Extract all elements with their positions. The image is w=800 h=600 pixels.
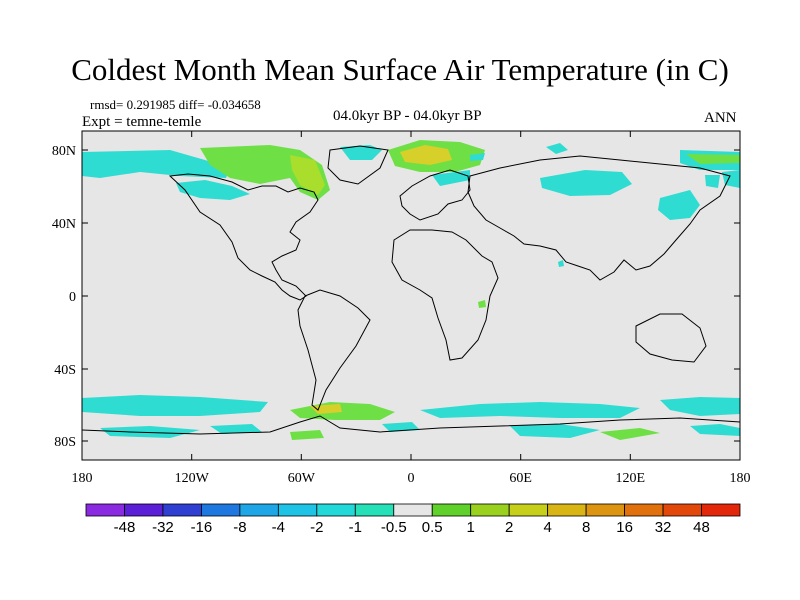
coast-greenland bbox=[327, 145, 389, 185]
colorbar-swatch bbox=[547, 503, 587, 517]
colorbar: -48 -32 -16 -8 -4 -2 -1 -0.5 0.5 1 2 4 8 16 32 48 bbox=[85, 503, 741, 536]
lat-tick-label: 80N bbox=[52, 144, 76, 159]
patch-india-small bbox=[558, 260, 564, 267]
patch-asia-small bbox=[705, 175, 720, 188]
colorbar-swatch bbox=[662, 503, 702, 517]
lon-tick-label: 180 bbox=[730, 471, 751, 486]
colorbar-swatch bbox=[162, 503, 202, 517]
lat-tick-label: 80S bbox=[54, 435, 76, 450]
colorbar-label: -48 bbox=[114, 519, 136, 536]
colorbar-label: -32 bbox=[152, 519, 174, 536]
lon-tick-label: 60W bbox=[288, 471, 316, 486]
colorbar-label: 48 bbox=[693, 519, 710, 536]
colorbar-swatch bbox=[201, 503, 241, 517]
coastlines bbox=[81, 145, 741, 435]
experiment-label: Expt = temne-temle bbox=[82, 114, 202, 130]
patch-arctic-west bbox=[82, 150, 230, 178]
axis-labels: 80N 40N 0 40S 80S 180 120W 60W 0 60E 120E 180 bbox=[52, 144, 751, 486]
colorbar-label: 1 bbox=[467, 519, 475, 536]
colorbar-swatch bbox=[124, 503, 164, 517]
coast-antarctica bbox=[81, 415, 741, 435]
lat-tick-label: 0 bbox=[69, 290, 76, 305]
colorbar-swatch bbox=[316, 503, 356, 517]
colorbar-swatch bbox=[431, 503, 472, 517]
colorbar-label: 4 bbox=[543, 519, 551, 536]
coast-asia bbox=[467, 155, 731, 281]
patch-southern-west-cyan bbox=[82, 395, 268, 416]
colorbar-swatch bbox=[277, 503, 318, 517]
patch-canada-lightgreen bbox=[290, 155, 325, 195]
patch-southern-west2 bbox=[210, 424, 262, 434]
patch-southern-green2 bbox=[600, 428, 660, 440]
lon-tick-label: 120W bbox=[175, 471, 210, 486]
patch-southern-west-lower bbox=[100, 426, 200, 438]
coast-south-america bbox=[297, 289, 371, 411]
coast-north-america bbox=[168, 173, 319, 301]
patch-barents-yellow bbox=[400, 145, 452, 165]
season-label: ANN bbox=[704, 110, 737, 126]
lon-tick-label: 180 bbox=[72, 471, 93, 486]
period-label: 04.0kyr BP - 04.0kyr BP bbox=[333, 108, 482, 124]
lat-tick-label: 40N bbox=[52, 217, 76, 232]
lon-tick-label: 60E bbox=[509, 471, 532, 486]
axis-ticks bbox=[81, 131, 741, 460]
colorbar-swatch bbox=[585, 503, 625, 517]
colorbar-label: 16 bbox=[616, 519, 633, 536]
patch-southern-pac-cyan bbox=[660, 397, 740, 416]
colorbar-label: 32 bbox=[655, 519, 672, 536]
colorbar-swatch bbox=[354, 503, 395, 517]
colorbar-swatch bbox=[624, 503, 664, 517]
colorbar-label: -4 bbox=[272, 519, 285, 536]
lat-tick-label: 40S bbox=[54, 363, 76, 378]
lon-tick-label: 0 bbox=[408, 471, 415, 486]
coast-europe bbox=[399, 169, 471, 221]
anomaly-patches bbox=[82, 140, 740, 440]
colorbar-label: -1 bbox=[349, 519, 362, 536]
patch-scand-small bbox=[470, 153, 485, 161]
colorbar-swatch bbox=[508, 503, 549, 517]
colorbar-label: 2 bbox=[505, 519, 513, 536]
lon-tick-label: 120E bbox=[616, 471, 646, 486]
colorbar-label: -0.5 bbox=[381, 519, 407, 536]
colorbar-swatch bbox=[85, 503, 125, 517]
patch-southern-atl-yellow bbox=[310, 404, 342, 414]
patch-southern-ind-low bbox=[510, 424, 600, 438]
patch-siberia-cyan bbox=[540, 170, 632, 196]
patch-northasia-cyan bbox=[546, 143, 568, 154]
stats-label: rmsd= 0.291985 diff= -0.034658 bbox=[90, 97, 261, 112]
chart-title: Coldest Month Mean Surface Air Temperatu… bbox=[71, 52, 729, 87]
patch-southern-atl-low bbox=[290, 430, 324, 440]
colorbar-label: 0.5 bbox=[422, 519, 443, 536]
colorbar-label: -8 bbox=[233, 519, 246, 536]
patch-southern-pac-low bbox=[690, 424, 740, 436]
patch-canada-cyan bbox=[176, 180, 250, 200]
patch-greenland-cyan bbox=[340, 145, 382, 160]
patch-southern-ind-cyan bbox=[420, 402, 640, 418]
coast-australia bbox=[635, 313, 707, 363]
colorbar-swatch bbox=[470, 503, 510, 517]
colorbar-swatch bbox=[393, 503, 433, 517]
colorbar-swatch bbox=[239, 503, 279, 517]
colorbar-label: -2 bbox=[310, 519, 323, 536]
colorbar-label: -16 bbox=[191, 519, 213, 536]
coast-africa bbox=[391, 229, 499, 361]
patch-fareast-green bbox=[686, 154, 740, 164]
patch-africa-green bbox=[478, 300, 486, 308]
colorbar-label: 8 bbox=[582, 519, 590, 536]
patch-kamchatka-cyan bbox=[658, 190, 700, 220]
colorbar-swatch bbox=[701, 503, 741, 517]
